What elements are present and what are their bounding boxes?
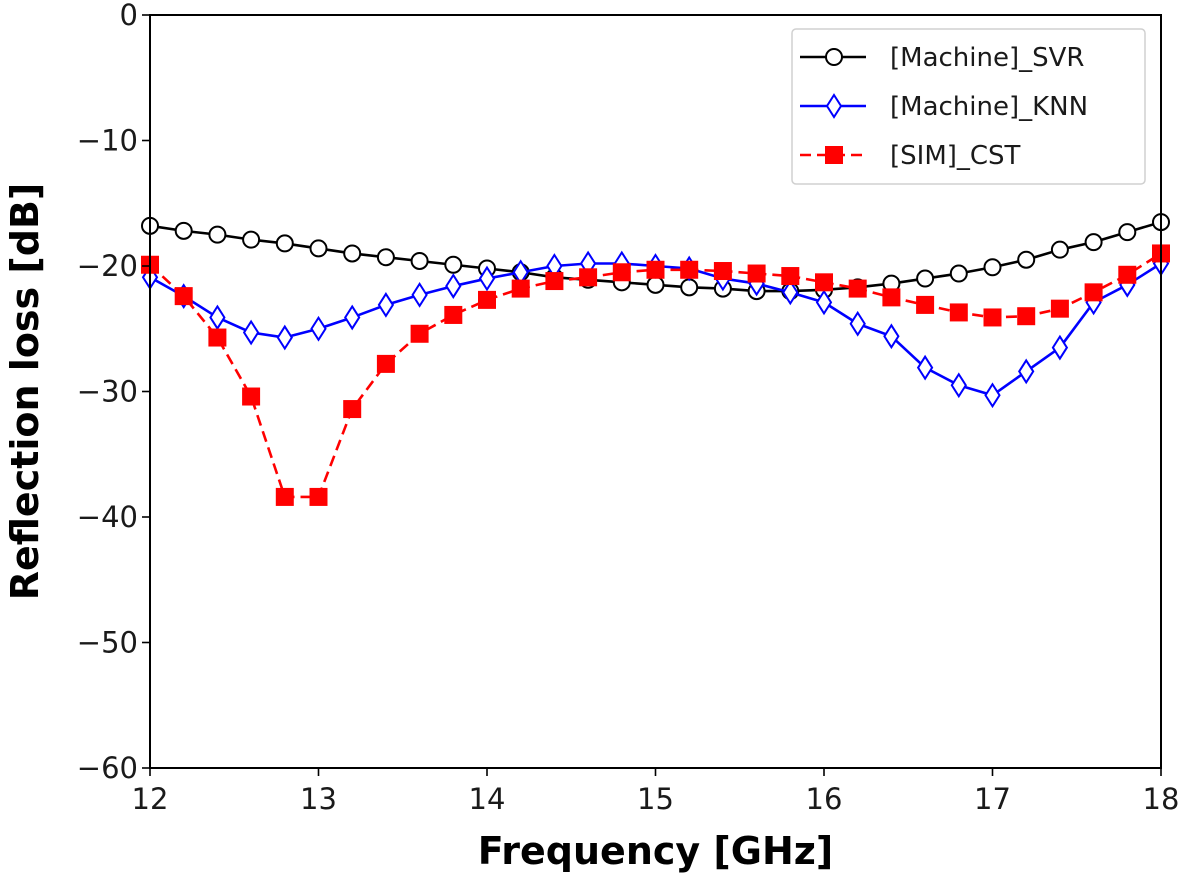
data-point-sim-cst: [781, 267, 800, 286]
data-point-machine-svr: [208, 225, 227, 244]
legend-marker-circle-icon: [825, 48, 843, 66]
legend-item-machine-svr: [Machine]_SVR: [800, 43, 1084, 73]
x-tick-label: 18: [1143, 782, 1180, 816]
data-point-sim-cst: [815, 273, 833, 292]
data-point-machine-svr: [983, 258, 1002, 277]
x-tick-label: 12: [132, 782, 169, 816]
y-tick-label: −30: [77, 375, 138, 409]
data-point-machine-knn: [1051, 334, 1069, 361]
data-point-sim-cst: [1050, 299, 1069, 318]
data-point-machine-knn: [242, 319, 260, 346]
data-point-machine-svr: [916, 269, 935, 288]
legend-box: [791, 28, 1146, 185]
y-tick-label: −60: [77, 751, 138, 785]
plot-series: [141, 213, 1170, 506]
legend: [Machine]_SVR [Machine]_KNN [SIM]_CST: [791, 28, 1146, 185]
x-axis-title: Frequency [GHz]: [478, 829, 834, 873]
data-point-sim-cst: [444, 305, 463, 324]
data-point-sim-cst: [275, 487, 294, 506]
x-tick-label: 16: [806, 782, 843, 816]
data-point-machine-knn: [815, 289, 833, 316]
y-axis-title: Reflection loss [dB]: [3, 183, 47, 601]
data-point-sim-cst: [174, 287, 193, 306]
data-point-sim-cst: [208, 328, 227, 347]
data-point-machine-svr: [1050, 240, 1069, 259]
data-point-machine-knn: [344, 304, 361, 331]
x-tick-label: 17: [974, 782, 1011, 816]
data-point-sim-cst: [478, 290, 496, 309]
data-point-machine-svr: [949, 264, 968, 283]
y-tick-label: 0: [120, 0, 138, 32]
legend-label: [SIM]_CST: [890, 141, 1021, 171]
data-point-machine-knn: [377, 292, 395, 318]
data-point-machine-svr: [410, 251, 429, 270]
data-point-sim-cst: [545, 272, 564, 291]
data-point-machine-svr: [275, 234, 294, 253]
data-point-machine-knn: [310, 315, 327, 342]
legend-label: [Machine]_SVR: [890, 43, 1084, 73]
legend-marker-square-icon: [825, 146, 843, 164]
data-point-machine-knn: [984, 382, 1001, 409]
data-point-machine-knn: [411, 282, 428, 308]
data-point-sim-cst: [579, 268, 598, 287]
data-point-sim-cst: [747, 264, 766, 283]
x-tick-label: 15: [637, 782, 674, 816]
data-point-sim-cst: [410, 324, 429, 343]
data-point-sim-cst: [511, 279, 530, 298]
data-point-machine-svr: [343, 244, 362, 263]
data-point-sim-cst: [309, 487, 328, 506]
data-point-sim-cst: [376, 354, 395, 373]
data-point-machine-svr: [444, 255, 463, 274]
data-point-machine-svr: [646, 275, 665, 294]
data-point-sim-cst: [1118, 265, 1137, 284]
data-point-sim-cst: [1084, 283, 1103, 302]
x-tick-label: 13: [300, 782, 337, 816]
legend-marker-diamond-icon: [825, 93, 843, 119]
data-point-machine-knn: [849, 310, 866, 337]
data-point-machine-knn: [1018, 358, 1035, 385]
data-point-sim-cst: [882, 288, 901, 307]
data-point-machine-svr: [1084, 233, 1103, 252]
data-point-sim-cst: [343, 400, 362, 419]
data-point-machine-knn: [445, 273, 462, 299]
data-point-machine-knn: [782, 279, 799, 306]
data-point-machine-knn: [209, 304, 226, 331]
legend-item-machine-knn: [Machine]_KNN: [800, 92, 1088, 122]
y-tick-label: −40: [77, 500, 138, 534]
data-point-machine-knn: [883, 323, 900, 350]
data-point-sim-cst: [1017, 307, 1036, 326]
data-point-sim-cst: [242, 387, 261, 406]
y-tick-label: −10: [77, 124, 138, 158]
data-point-sim-cst: [680, 260, 699, 279]
data-point-machine-svr: [1118, 223, 1137, 242]
y-axis: 0 −10 −20 −30 −40 −50 −60: [77, 0, 150, 785]
legend-item-sim-cst: [SIM]_CST: [800, 141, 1021, 171]
y-tick-label: −50: [77, 626, 138, 660]
x-axis: 12 13 14 15 16 17 18: [132, 768, 1180, 816]
data-point-machine-knn: [950, 372, 967, 399]
data-point-machine-svr: [309, 239, 328, 258]
data-point-machine-svr: [174, 221, 193, 240]
data-point-machine-svr: [680, 278, 699, 297]
data-point-sim-cst: [848, 279, 867, 298]
data-point-sim-cst: [646, 260, 665, 279]
data-point-sim-cst: [983, 308, 1002, 327]
data-point-machine-svr: [376, 248, 395, 267]
data-point-machine-knn: [478, 265, 496, 292]
data-point-sim-cst: [916, 295, 935, 314]
series-sim-cst: [141, 244, 1170, 506]
data-point-machine-svr: [1017, 250, 1036, 269]
data-point-machine-svr: [242, 230, 261, 249]
y-tick-label: −20: [77, 249, 138, 283]
data-point-sim-cst: [713, 262, 732, 281]
data-point-machine-knn: [916, 354, 934, 381]
x-tick-label: 14: [469, 782, 506, 816]
data-point-machine-knn: [276, 324, 293, 351]
legend-label: [Machine]_KNN: [890, 92, 1088, 122]
data-point-sim-cst: [949, 303, 968, 322]
data-point-sim-cst: [612, 263, 631, 282]
